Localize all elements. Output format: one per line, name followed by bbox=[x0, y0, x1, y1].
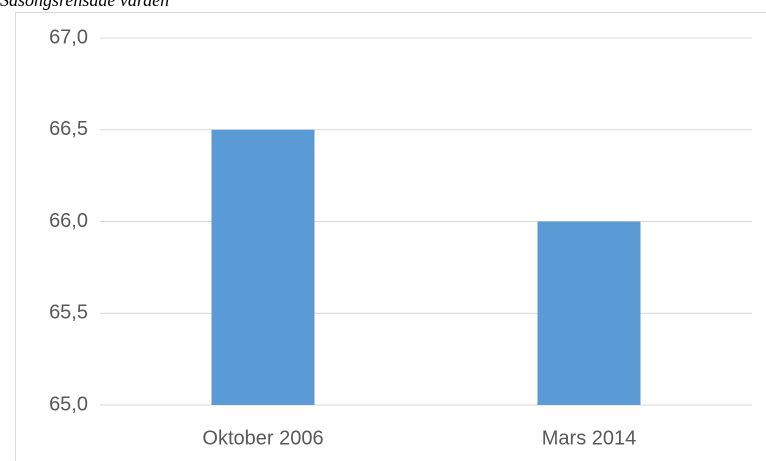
bar bbox=[537, 221, 641, 405]
y-tick-label: 65,5 bbox=[49, 302, 88, 324]
x-tick-label: Oktober 2006 bbox=[202, 427, 323, 449]
x-tick-label: Mars 2014 bbox=[542, 427, 637, 449]
y-tick-label: 66,0 bbox=[49, 210, 88, 232]
y-tick-label: 65,0 bbox=[49, 393, 88, 415]
bar bbox=[211, 129, 315, 405]
y-tick-label: 66,5 bbox=[49, 118, 88, 140]
chart-border bbox=[15, 12, 766, 461]
y-tick-label: 67,0 bbox=[49, 26, 88, 48]
chart-subtitle: Säsongsrensade värden bbox=[0, 0, 169, 10]
